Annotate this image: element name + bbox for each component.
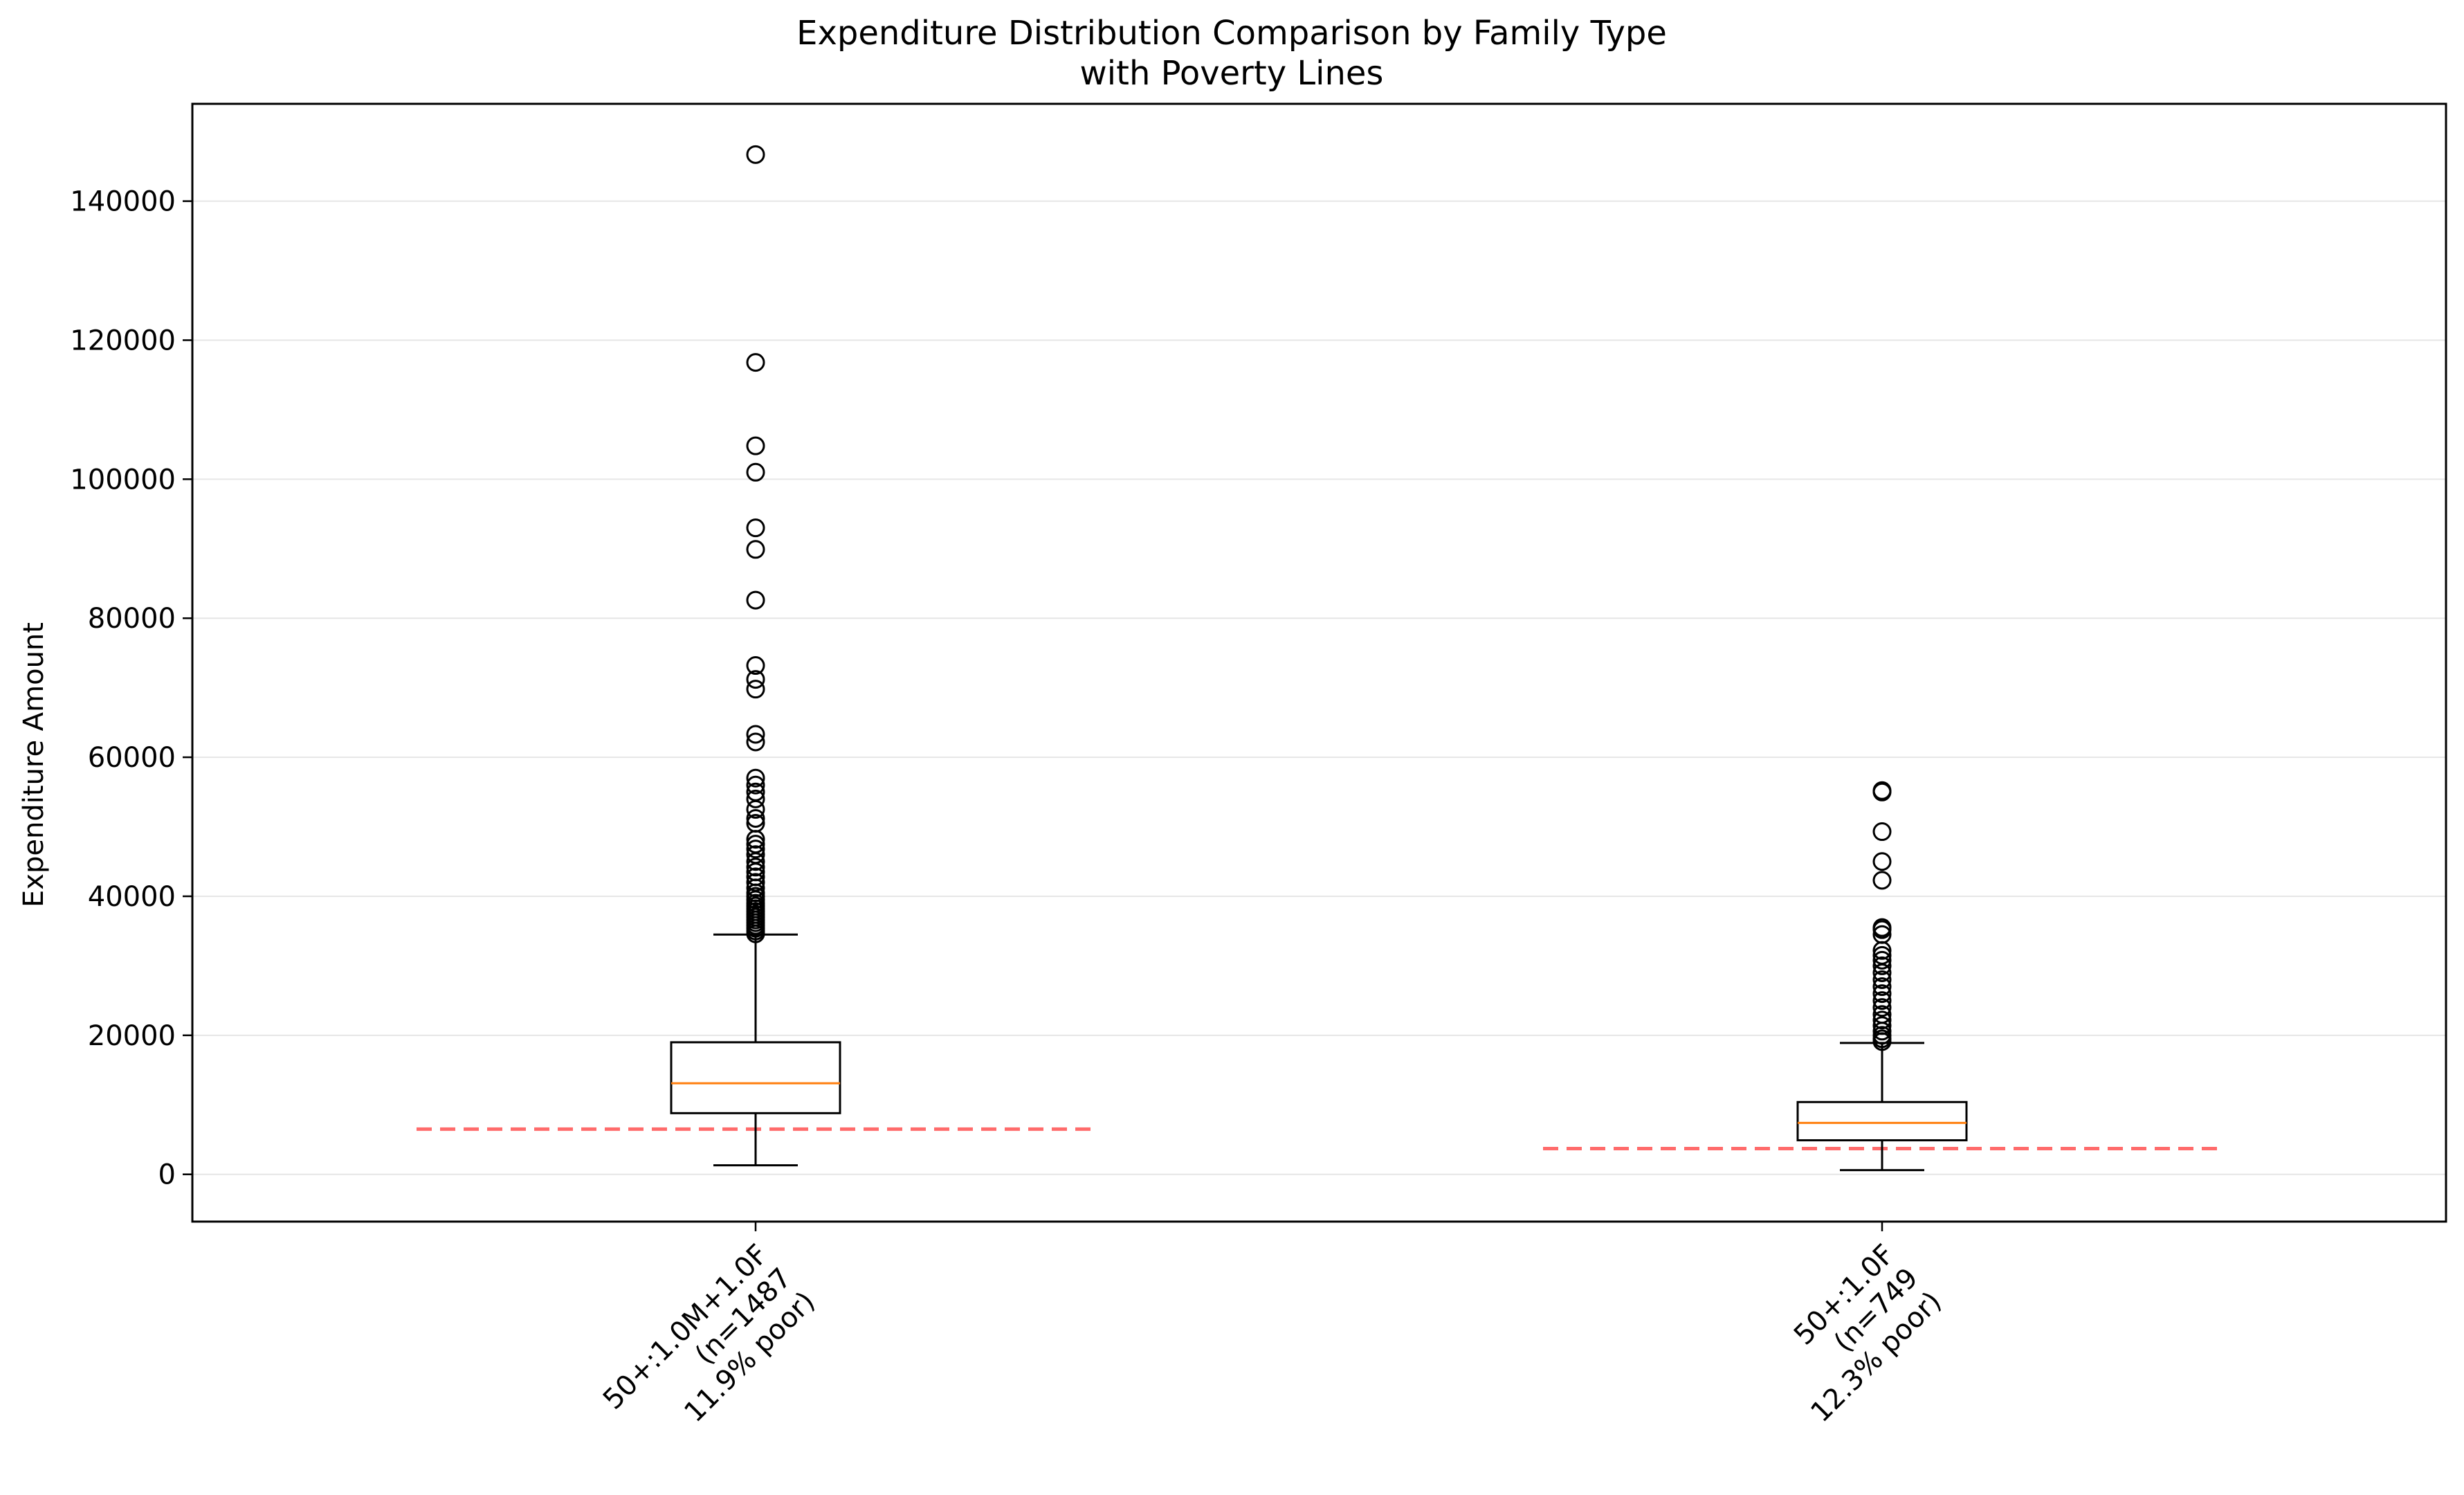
outlier-point xyxy=(746,814,765,833)
outlier-point xyxy=(746,462,765,482)
outlier-point xyxy=(1872,1011,1892,1030)
outlier-point xyxy=(1872,781,1892,800)
outlier-point xyxy=(1872,998,1892,1017)
outlier-point xyxy=(746,656,765,676)
outlier-point xyxy=(746,145,765,164)
y-tick-label: 0 xyxy=(158,1159,176,1191)
iqr-box xyxy=(1796,1100,1968,1141)
outlier-point xyxy=(746,732,765,752)
outlier-point xyxy=(1872,970,1892,989)
x-tick-label: 50+:1.0M+1.0F(n=148711.9% poor) xyxy=(597,1238,821,1462)
outlier-point xyxy=(746,725,765,744)
outlier-point xyxy=(746,808,765,828)
outlier-point xyxy=(746,858,765,877)
outlier-point xyxy=(1872,956,1892,975)
outlier-point xyxy=(746,789,765,808)
chart-subtitle: with Poverty Lines xyxy=(1080,54,1384,93)
y-tick-label: 60000 xyxy=(88,742,176,774)
outlier-point xyxy=(746,768,765,788)
outlier-point xyxy=(1872,991,1892,1011)
outlier-point xyxy=(1872,918,1892,937)
outlier-point xyxy=(1872,925,1892,944)
outlier-point xyxy=(1872,852,1892,871)
y-tick-label: 120000 xyxy=(70,325,176,356)
y-tick-label: 140000 xyxy=(70,186,176,218)
outlier-point xyxy=(746,867,765,887)
outlier-point xyxy=(1872,871,1892,890)
outlier-point xyxy=(1872,950,1892,970)
x-axis-ticks: 50+:1.0M+1.0F(n=148711.9% poor) 50+:1.0F(… xyxy=(597,1222,1948,1462)
y-tick-label: 100000 xyxy=(70,464,176,496)
outlier-point xyxy=(1872,822,1892,842)
y-tick-label: 80000 xyxy=(88,603,176,635)
chart-title: Expenditure Distribution Comparison by F… xyxy=(796,14,1667,53)
y-axis-label: Expenditure Amount xyxy=(18,622,50,907)
box-plots xyxy=(670,933,1968,1172)
outlier-point xyxy=(746,590,765,610)
grid-lines xyxy=(192,200,2446,1175)
outlier-point xyxy=(1872,945,1892,965)
outlier-point xyxy=(1872,984,1892,1004)
y-axis-ticks: 0 20000 40000 60000 80000 100000 120000 140000 xyxy=(70,186,192,1191)
outlier-points xyxy=(746,145,1892,1051)
y-tick-label: 40000 xyxy=(88,881,176,913)
outlier-point xyxy=(746,845,765,864)
y-tick-label: 20000 xyxy=(88,1020,176,1052)
outlier-point xyxy=(1872,977,1892,997)
outlier-point xyxy=(746,835,765,854)
outlier-point xyxy=(746,540,765,559)
outlier-point xyxy=(746,680,765,699)
outlier-point xyxy=(746,670,765,689)
iqr-box xyxy=(670,1041,841,1114)
outlier-point xyxy=(746,353,765,372)
outlier-point xyxy=(746,873,765,892)
outlier-point xyxy=(1872,1005,1892,1024)
outlier-point xyxy=(1872,1016,1892,1035)
outlier-point xyxy=(746,782,765,801)
outlier-point xyxy=(746,775,765,795)
outlier-point xyxy=(746,518,765,538)
outlier-point xyxy=(746,436,765,455)
x-tick-label: 50+:1.0F(n=74912.3% poor) xyxy=(1758,1238,1947,1428)
plot-area-frame xyxy=(191,102,2447,1223)
outlier-point xyxy=(746,840,765,859)
poverty-lines xyxy=(417,1127,2221,1151)
